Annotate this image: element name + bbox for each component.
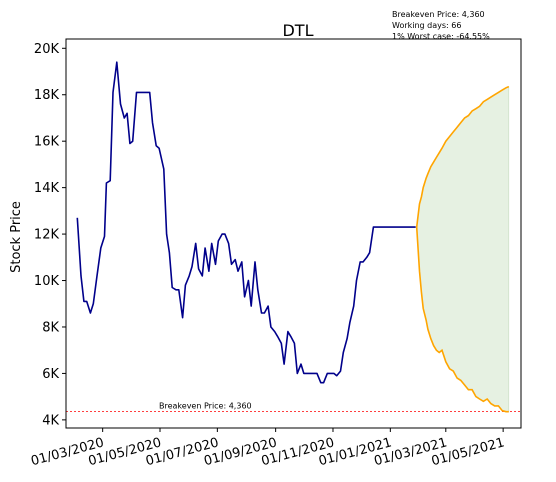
y-tick-label: 18K (34, 88, 60, 103)
price-series-line (76, 61, 416, 384)
y-tick-label: 14K (34, 181, 60, 196)
y-tick-label: 16K (34, 135, 60, 150)
y-axis-label: Stock Price (9, 201, 24, 273)
y-tick-label: 20K (34, 42, 60, 57)
lower-bound-line (415, 227, 509, 413)
worst-case-band (416, 86, 510, 412)
upper-bound-line (415, 85, 510, 228)
annotation-breakeven: Breakeven Price: 4,360 (392, 10, 485, 19)
breakeven-label: Breakeven Price: 4,360 (159, 402, 252, 411)
annotation-worst-case: 1% Worst case: -64.55% (392, 32, 490, 41)
y-tick-label: 8K (42, 320, 59, 335)
y-tick-label: 10K (34, 274, 60, 289)
annotation-working-days: Working days: 66 (392, 21, 461, 30)
plot-frame (65, 38, 522, 429)
annotation-box: Breakeven Price: 4,360 Working days: 66 … (392, 10, 490, 41)
y-tick-label: 6K (42, 367, 59, 382)
y-tick-label: 4K (42, 413, 59, 428)
y-tick-label: 12K (34, 228, 60, 243)
chart-title: DTL (282, 21, 313, 40)
